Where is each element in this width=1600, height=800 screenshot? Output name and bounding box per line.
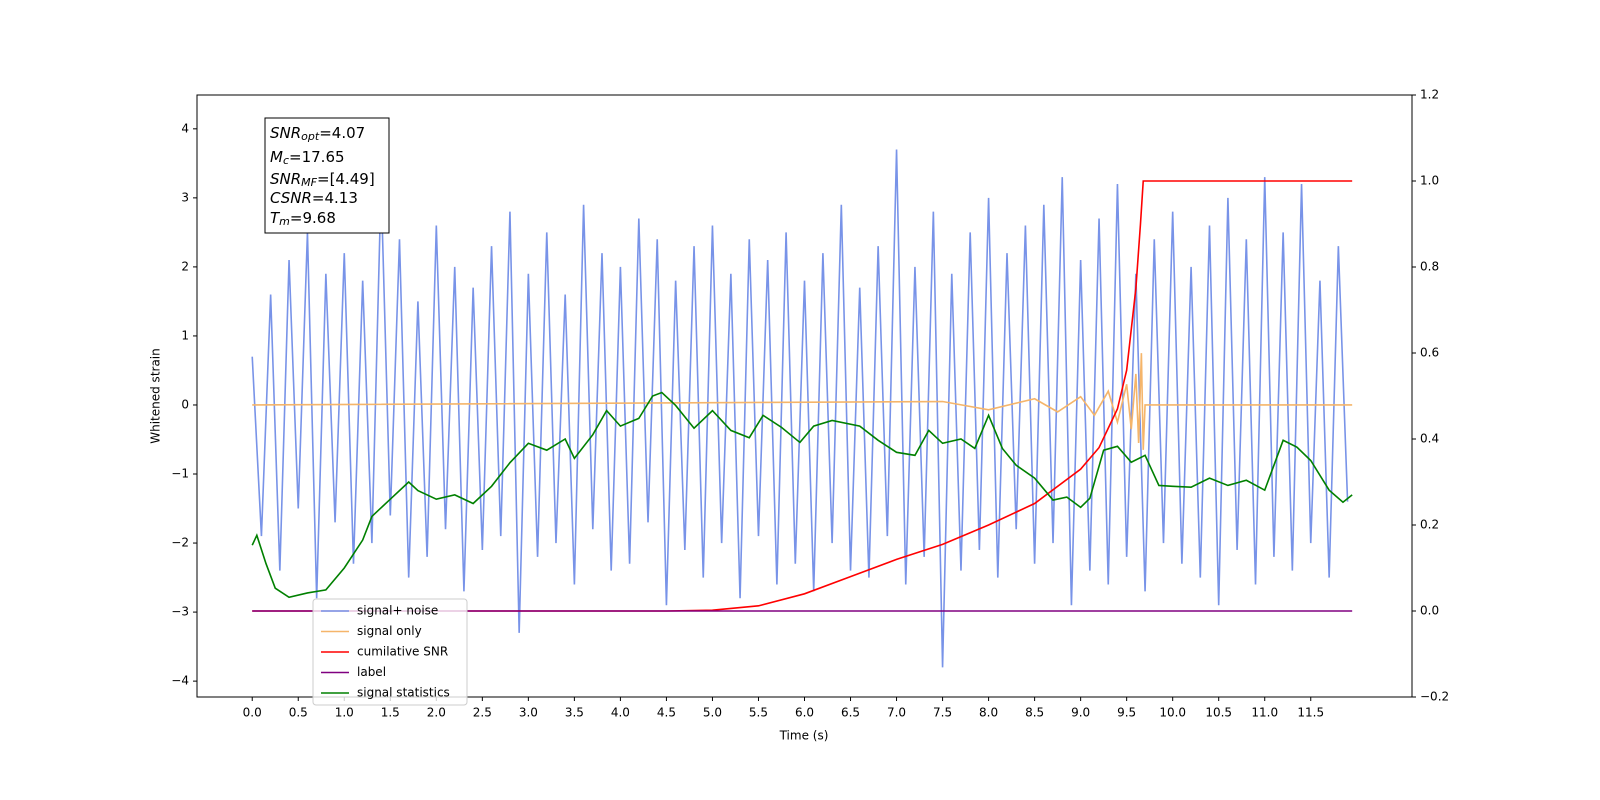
series-line: [252, 353, 1353, 450]
annotation-subscript: m: [279, 215, 290, 228]
y2-tick-label: 0.6: [1420, 346, 1439, 360]
x-tick-label: 3.0: [519, 706, 538, 720]
x-tick-label: 5.0: [703, 706, 722, 720]
x-tick-label: 7.0: [887, 706, 906, 720]
annotation-symbol: CSNR: [270, 189, 312, 207]
x-tick-label: 3.5: [565, 706, 584, 720]
annotation-symbol: M: [270, 148, 283, 166]
y2-tick-label: 0.8: [1420, 260, 1439, 274]
y-tick-label: 4: [181, 121, 189, 135]
annotation-value: =17.65: [289, 148, 345, 166]
series-line: [251, 149, 1349, 668]
y2-tick-label: 1.0: [1420, 174, 1439, 188]
annotation-value: =4.13: [312, 189, 358, 207]
legend-label: signal statistics: [357, 686, 450, 700]
series-line: [252, 180, 1353, 612]
y2-tick-label: 1.2: [1420, 88, 1439, 102]
y-tick-label: −4: [171, 674, 189, 688]
x-tick-label: 6.5: [841, 706, 860, 720]
annotation-symbol: T: [270, 209, 281, 227]
legend-label: cumilative SNR: [357, 645, 448, 659]
x-tick-label: 7.5: [933, 706, 952, 720]
annotation-value: =4.07: [319, 124, 365, 142]
y-tick-label: 2: [181, 259, 189, 273]
x-tick-label: 0.5: [289, 706, 308, 720]
x-tick-label: 1.5: [381, 706, 400, 720]
x-tick-label: 5.5: [749, 706, 768, 720]
series-line: [251, 391, 1353, 599]
y-tick-label: 3: [181, 190, 189, 204]
x-tick-label: 2.0: [427, 706, 446, 720]
annotation-subscript: opt: [301, 130, 320, 143]
y-tick-label: 1: [181, 328, 189, 342]
annotation-value: =[4.49]: [317, 170, 375, 188]
annotation-symbol: SNR: [270, 124, 301, 142]
annotation-line: Mc=17.65: [270, 148, 345, 168]
annotation-subscript: MF: [301, 176, 317, 189]
legend-label: label: [357, 665, 386, 679]
y-tick-label: −3: [171, 605, 189, 619]
annotation-box: [264, 117, 390, 234]
x-tick-label: 4.5: [657, 706, 676, 720]
annotation-line: SNRopt=4.07: [270, 124, 365, 144]
x-axis-label: Time (s): [779, 729, 829, 743]
legend-box: [312, 598, 468, 706]
annotation-value: =9.68: [290, 209, 336, 227]
x-tick-label: 8.5: [1025, 706, 1044, 720]
x-tick-label: 10.5: [1205, 706, 1232, 720]
y2-tick-label: 0.2: [1420, 518, 1439, 532]
x-tick-label: 8.0: [979, 706, 998, 720]
x-tick-label: 2.5: [473, 706, 492, 720]
x-tick-label: 9.0: [1071, 706, 1090, 720]
annotation-line: CSNR=4.13: [270, 189, 358, 207]
annotation-subscript: c: [283, 154, 289, 167]
x-tick-label: 0.0: [243, 706, 262, 720]
x-tick-label: 4.0: [611, 706, 630, 720]
legend-label: signal+ noise: [357, 604, 438, 618]
y2-tick-label: 0.4: [1420, 432, 1439, 446]
y-tick-label: 0: [181, 397, 189, 411]
x-tick-label: 6.0: [795, 706, 814, 720]
y2-tick-label: 0.0: [1420, 604, 1439, 618]
x-tick-label: 11.0: [1251, 706, 1278, 720]
x-tick-label: 9.5: [1117, 706, 1136, 720]
x-tick-label: 1.0: [335, 706, 354, 720]
y-axis-label: Whitened strain: [149, 348, 163, 444]
x-tick-label: 11.5: [1297, 706, 1324, 720]
y2-tick-label: −0.2: [1420, 690, 1449, 704]
y-tick-label: −1: [171, 467, 189, 481]
y-tick-label: −2: [171, 536, 189, 550]
legend-label: signal only: [357, 624, 422, 638]
x-tick-label: 10.0: [1159, 706, 1186, 720]
annotation-symbol: SNR: [270, 170, 301, 188]
annotation-line: SNRMF=[4.49]: [270, 170, 375, 190]
annotation-line: Tm=9.68: [270, 209, 336, 229]
